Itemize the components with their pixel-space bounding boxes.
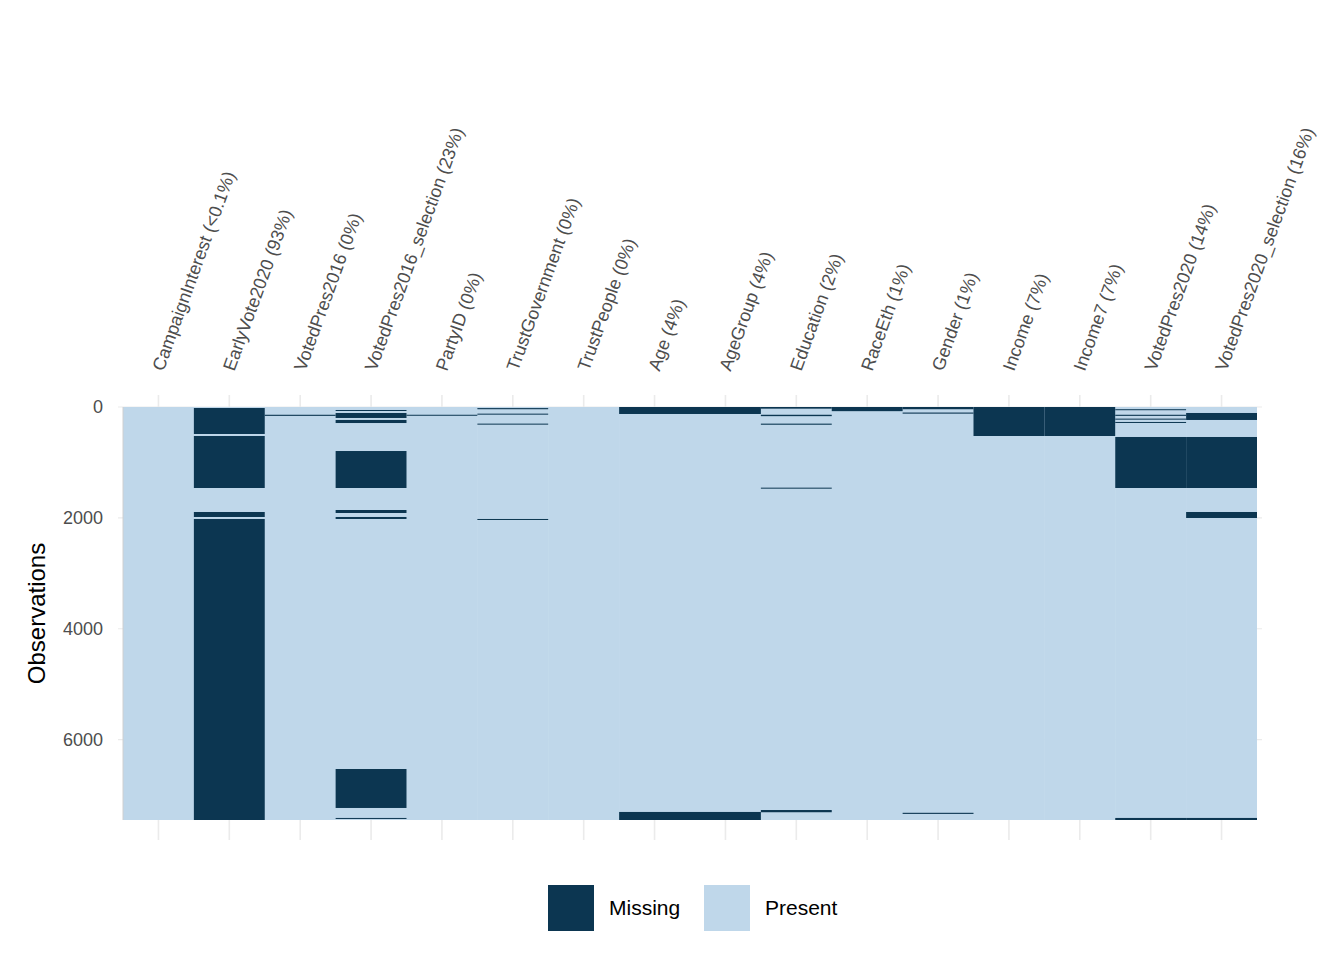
missing-tile	[903, 407, 974, 409]
missing-tile	[1115, 818, 1186, 820]
missing-tile	[761, 810, 832, 812]
missing-tile	[619, 407, 690, 414]
missing-tile	[1186, 818, 1257, 820]
missing-tile	[477, 424, 548, 425]
missing-tile	[477, 519, 548, 520]
present-tile	[690, 407, 761, 820]
missing-tile	[761, 415, 832, 416]
missing-tile	[1186, 512, 1257, 518]
column-label: PartyID (0%)	[432, 270, 486, 374]
legend-label: Present	[765, 896, 838, 919]
legend-label: Missing	[609, 896, 680, 919]
column-label: VotedPres2016 (0%)	[290, 210, 366, 373]
present-tile	[336, 407, 407, 820]
legend-key	[704, 885, 750, 931]
missing-tile	[194, 512, 265, 517]
missing-tile	[477, 408, 548, 409]
missing-tile	[1186, 437, 1257, 488]
missing-tile	[336, 510, 407, 513]
present-tile	[407, 407, 478, 820]
y-axis-line	[123, 407, 124, 820]
column-label: EarlyVote2020 (93%)	[219, 207, 296, 374]
column-label: CampaignInterest (<0.1%)	[148, 169, 239, 374]
missing-tile	[1044, 407, 1115, 436]
missing-tile	[1115, 422, 1186, 423]
present-tile	[477, 407, 548, 820]
column-label: Education (2%)	[786, 251, 847, 373]
column-label: Gender (1%)	[928, 270, 982, 374]
column-label: TrustPeople (0%)	[574, 236, 640, 374]
column-label: VotedPres2020_selection (16%)	[1212, 125, 1320, 374]
missing-tile	[690, 812, 761, 820]
missing-tile	[194, 519, 265, 820]
present-tile	[974, 407, 1045, 820]
column-label: Income (7%)	[999, 271, 1053, 374]
missing-tile	[336, 769, 407, 808]
missing-tile	[1115, 415, 1186, 416]
legend-key	[548, 885, 594, 931]
missing-tile	[1115, 409, 1186, 410]
missing-tile	[761, 488, 832, 489]
legend: Missing Present	[548, 885, 838, 931]
missing-tile	[1115, 419, 1186, 420]
missing-tile	[832, 407, 903, 411]
missing-tile	[336, 451, 407, 488]
column-label: Income7 (7%)	[1070, 261, 1127, 373]
missing-tile	[336, 818, 407, 819]
missing-tile	[903, 413, 974, 414]
present-tile	[619, 407, 690, 820]
missing-tile	[1115, 437, 1186, 488]
missing-tile	[1186, 413, 1257, 420]
missing-tile	[690, 407, 761, 414]
missing-tile	[903, 813, 974, 814]
present-tile	[761, 407, 832, 820]
missing-tile	[336, 517, 407, 519]
tiles	[123, 407, 1257, 820]
present-tile	[265, 407, 336, 820]
missing-tile	[619, 812, 690, 820]
missing-tile	[477, 414, 548, 415]
present-tile	[548, 407, 619, 820]
missing-tile	[336, 410, 407, 411]
column-label: AgeGroup (4%)	[715, 249, 777, 373]
y-tick-label: 0	[93, 397, 103, 417]
missing-tile	[761, 407, 832, 409]
column-label: TrustGovernment (0%)	[503, 195, 584, 373]
present-tile	[832, 407, 903, 820]
grid	[118, 395, 1262, 840]
column-label: VotedPres2020 (14%)	[1141, 201, 1220, 373]
missing-tile	[194, 408, 265, 434]
present-tile	[903, 407, 974, 820]
y-tick-label: 6000	[63, 730, 103, 750]
missing-tile	[336, 420, 407, 423]
missing-tile	[407, 415, 478, 416]
present-tile	[1115, 407, 1186, 820]
y-axis-label: Observations	[23, 543, 50, 684]
missing-tile	[336, 413, 407, 418]
missing-tile	[194, 436, 265, 488]
y-tick-label: 2000	[63, 508, 103, 528]
missing-tile	[761, 424, 832, 425]
column-label: RaceEth (1%)	[857, 261, 914, 373]
missing-tile	[265, 415, 336, 416]
chart: 0 2000 4000 6000 Observations CampaignInteres…	[0, 0, 1344, 960]
missing-tile	[974, 407, 1045, 436]
present-tile	[1186, 407, 1257, 820]
present-tile	[1044, 407, 1115, 820]
present-tile	[123, 407, 194, 820]
present-tile	[194, 407, 265, 820]
column-label: Age (4%)	[645, 296, 689, 373]
y-tick-label: 4000	[63, 619, 103, 639]
